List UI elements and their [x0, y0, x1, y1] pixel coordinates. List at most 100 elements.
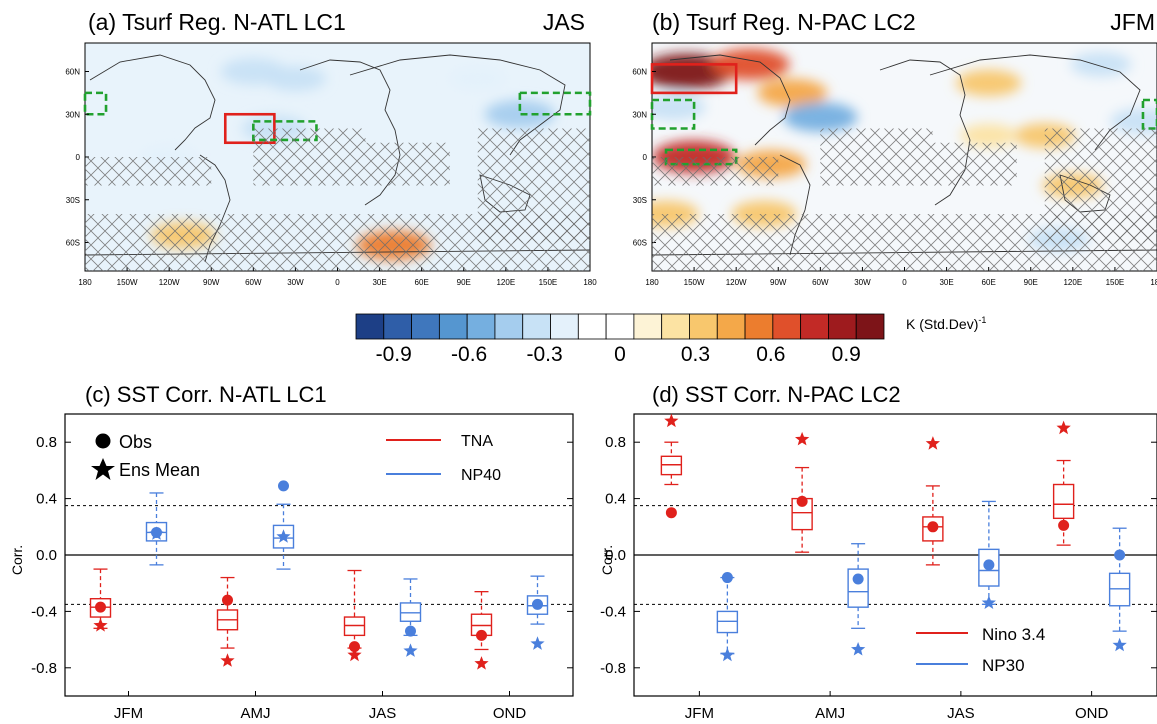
colorbar-tick: -0.9 — [376, 343, 412, 366]
lon-tick-label: 0 — [335, 278, 340, 287]
anomaly-patch — [264, 66, 327, 92]
map-a: 60N 30N 0 30S 60S 180 150W 120W 90W 60W 30W 0 30E 60E… — [65, 42, 597, 287]
x-tick-label: JAS — [369, 705, 397, 722]
lon-tick-label: 60E — [415, 278, 429, 287]
anomaly-patch — [449, 67, 507, 91]
colorbar-cell — [438, 313, 468, 340]
obs-marker — [1058, 519, 1070, 531]
y-tick-label: -0.4 — [600, 603, 626, 620]
map-a-title: (a) Tsurf Reg. N-ATL LC1 — [88, 9, 346, 35]
colorbar-cell — [466, 313, 496, 340]
box-nino-3.4 — [660, 413, 683, 519]
x-tick-label: JFM — [114, 705, 143, 722]
colorbar-cell — [855, 313, 885, 340]
legend-obs-marker — [95, 433, 111, 449]
colorbar-cell — [522, 313, 551, 340]
ens-mean-marker — [1056, 420, 1071, 435]
box-nino-3.4 — [1052, 420, 1075, 546]
lon-tick-label: 30E — [939, 278, 953, 287]
legend-np40-label: NP40 — [461, 467, 501, 484]
colorbar-unit: K (Std.Dev)-1 — [906, 315, 986, 332]
x-tick-label: AMJ — [815, 705, 845, 722]
lat-tick-label: 30N — [65, 110, 80, 119]
colorbar-tick: -0.6 — [451, 343, 487, 366]
obs-marker — [983, 559, 995, 571]
box-tna — [470, 591, 493, 670]
obs-marker — [532, 598, 543, 610]
map-b-season: JFM — [1110, 9, 1155, 35]
colorbar-cell — [744, 313, 774, 340]
obs-marker — [852, 573, 864, 585]
y-tick-label: 0.4 — [36, 491, 57, 508]
anomaly-patch — [652, 93, 706, 121]
ens-mean-marker — [276, 529, 291, 543]
legend-np30-label: NP30 — [982, 656, 1025, 675]
legend-ens-label: Ens Mean — [119, 460, 200, 480]
lon-tick-label: 60E — [982, 278, 996, 287]
ens-mean-marker — [530, 636, 545, 650]
legend-d: Nino 3.4 NP30 — [916, 625, 1045, 675]
ens-mean-marker — [149, 526, 164, 540]
map-a-season: JAS — [543, 9, 585, 35]
lat-tick-label: 0 — [643, 153, 648, 162]
colorbar: -0.9 -0.6 -0.3 0 0.3 0.6 0.9 K (Std.Dev)-1 — [355, 313, 986, 366]
lon-tick-label: 60W — [245, 278, 262, 287]
box-np40 — [272, 480, 295, 570]
ens-mean-marker — [925, 436, 940, 450]
legend-tna-label: TNA — [461, 433, 493, 450]
colorbar-cell — [828, 313, 857, 340]
obs-marker — [476, 629, 487, 641]
lon-tick-label: 150W — [117, 278, 138, 287]
lat-tick-label: 60S — [66, 239, 80, 248]
map-b: 60N 30N 0 30S 60S 180 150W 120W 90W 60W 30W 0 30E 60E… — [632, 42, 1157, 287]
ens-mean-marker — [720, 647, 735, 662]
y-tick-label: 0.8 — [605, 434, 626, 451]
index-box — [518, 91, 592, 116]
box-np40 — [526, 575, 549, 650]
ens-mean-marker — [403, 643, 418, 657]
ens-mean-marker — [795, 431, 810, 446]
colorbar-tick: 0.3 — [681, 343, 710, 366]
box-np30 — [1108, 527, 1131, 652]
colorbar-cell — [411, 313, 440, 340]
colorbar-cell — [661, 313, 690, 340]
legend-ens-marker — [91, 458, 115, 480]
colorbar-cell — [689, 313, 718, 340]
obs-marker — [796, 495, 808, 507]
box-np30 — [847, 543, 869, 656]
x-tick-label: JFM — [685, 705, 714, 722]
lon-tick-label: 120E — [1063, 278, 1082, 287]
panel-c-title: (c) SST Corr. N-ATL LC1 — [85, 382, 327, 407]
ens-mean-marker — [347, 647, 362, 662]
ens-mean-marker — [93, 618, 108, 632]
colorbar-cell — [494, 313, 524, 340]
box-np30 — [716, 572, 739, 662]
anomaly-patch — [757, 78, 828, 107]
obs-marker — [721, 572, 733, 584]
legend-nino-label: Nino 3.4 — [982, 625, 1045, 644]
ens-mean-marker — [851, 642, 866, 656]
ens-mean-marker — [981, 595, 996, 609]
obs-marker — [222, 594, 233, 606]
lat-tick-label: 60N — [65, 68, 80, 77]
lat-tick-label: 60S — [633, 239, 647, 248]
box-np40 — [399, 578, 422, 657]
lon-tick-label: 60W — [812, 278, 829, 287]
y-tick-label: 0.4 — [605, 491, 626, 508]
lon-tick-label: 30E — [372, 278, 386, 287]
colorbar-cell — [633, 313, 663, 340]
panel-d-title: (d) SST Corr. N-PAC LC2 — [652, 382, 901, 407]
lon-tick-label: 90E — [1024, 278, 1038, 287]
region-box — [650, 63, 738, 95]
obs-marker — [927, 521, 939, 533]
panel-d: Corr. 0.8 0.4 0.0 -0.4 -0.8 JFM AMJ JAS OND Nino… — [599, 413, 1157, 722]
y-tick-label: -0.8 — [600, 660, 626, 677]
colorbar-cell — [772, 313, 802, 340]
y-tick-label: -0.4 — [31, 603, 57, 620]
anomaly-patch — [955, 69, 1022, 97]
hatching — [85, 128, 590, 271]
obs-marker — [665, 507, 677, 519]
x-tick-label: OND — [493, 705, 527, 722]
lon-tick-label: 120W — [726, 278, 747, 287]
legend-obs-label: Obs — [119, 432, 152, 452]
